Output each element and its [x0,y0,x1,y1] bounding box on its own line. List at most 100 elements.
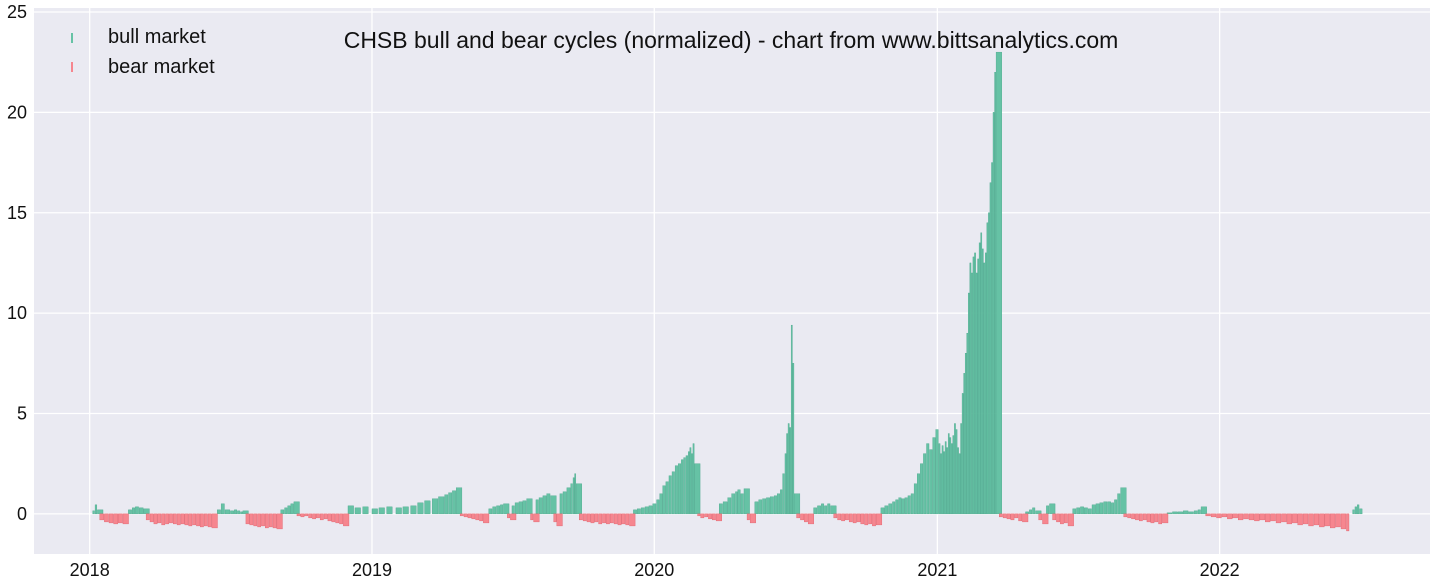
bear-market-bar [203,513,208,527]
bear-market-bar [582,513,587,522]
bull-market-bar [968,292,970,515]
bear-market-bar [1142,513,1147,521]
bear-market-bar [1243,513,1249,520]
bull-market-bar [1193,510,1198,515]
bull-market-bar [941,445,944,515]
bull-market-bar [947,433,950,515]
bull-market-bar [1111,502,1115,515]
bull-market-bar [923,453,927,515]
bull-market-bar [974,252,976,515]
bull-market-bar [972,256,975,515]
bear-market-bar [316,513,320,519]
bull-market-bar [220,503,225,515]
bear-market-bar [715,513,722,522]
bull-market-bar [1029,509,1033,515]
bull-market-bar [640,507,645,515]
bear-market-bar [841,513,845,522]
bear-market-bar [845,513,849,521]
bull-market-bar [743,488,750,515]
bull-market-bar [1087,508,1092,515]
bull-market-bar [496,505,500,515]
bear-market-bar [621,513,626,525]
bull-market-bar [727,497,732,515]
bear-market-bar [590,513,595,524]
x-tick-labels: 2018 2019 2020 2021 2022 [70,560,1240,580]
bull-market-bar [1076,507,1081,515]
bull-market-bar [1188,511,1194,515]
bull-market-bar [518,501,523,515]
bear-market-bar [833,513,838,519]
bear-market-bar [1056,513,1060,523]
bear-market-bar [872,513,876,527]
bear-market-bar [149,513,154,523]
bull-market-bar [685,455,688,515]
bull-market-bar [692,443,695,515]
bull-market-bar [217,509,221,515]
bull-market-bar [284,507,288,515]
bear-market-bar [617,513,622,526]
bull-market-bar [1166,512,1173,515]
bull-market-bar [668,475,672,515]
bull-market-bar [954,423,956,515]
bear-market-bar [1259,513,1265,521]
bull-market-bar [280,509,285,515]
bear-market-bar [184,513,189,526]
bull-market-bar [949,437,952,515]
bull-market-bar [773,495,777,515]
bear-market-bar [1052,513,1057,521]
legend: bull market bear market [71,26,215,78]
bull-market-bar [432,498,439,515]
bear-market-bar [868,513,872,525]
bull-market-bar [1080,506,1084,515]
bull-market-bar [671,471,675,515]
bull-market-bar [994,72,996,515]
bull-market-bar [904,497,908,515]
bear-market-bar [463,513,468,518]
legend-bull-marker [71,33,73,43]
bear-market-bar [180,513,185,525]
bull-market-bar [293,501,300,515]
bull-market-bar [1183,510,1189,515]
bull-market-bar [1049,503,1056,515]
bull-market-bar [935,429,939,515]
bear-market-bar [1254,513,1260,522]
bear-market-bar [104,513,109,523]
bull-market-bar [929,449,933,515]
bull-market-bar [940,453,942,515]
bull-market-bar [402,506,409,515]
bull-market-bar [1120,487,1127,515]
bear-market-bar [265,513,269,529]
bull-market-bar [722,501,728,515]
y-tick-label: 15 [7,203,27,223]
bull-market-bar [754,501,759,515]
bull-market-bar [961,393,964,515]
bull-market-bar [910,493,914,515]
bear-market-bar [837,513,842,521]
bear-market-bar [165,513,169,525]
bear-market-bar [327,513,332,522]
bear-market-bar [188,513,193,527]
y-tick-label: 0 [17,504,27,524]
bear-market-bar [1237,513,1244,521]
bear-market-bar [1158,513,1163,525]
bear-market-bar [192,513,197,526]
bull-market-bar [737,489,741,515]
bear-market-bar [507,513,511,519]
bull-market-bar [895,499,899,515]
bear-market-bar [1319,513,1325,528]
bear-market-bar [99,513,104,521]
bear-market-bar [1313,513,1320,526]
bull-market-bar [989,182,992,515]
bull-market-bar [566,487,571,515]
bull-market-bar [674,465,678,515]
bear-market-bar [1297,513,1303,526]
bear-market-bar [261,513,265,527]
bear-market-bar [300,513,305,518]
bear-market-bar [335,513,340,524]
y-tick-label: 25 [7,2,27,22]
bull-market-bar [644,506,649,515]
bear-market-bar [479,513,483,522]
bull-market-bar [424,500,431,515]
bear-market-bar [459,513,464,517]
bull-market-bar [958,453,961,515]
